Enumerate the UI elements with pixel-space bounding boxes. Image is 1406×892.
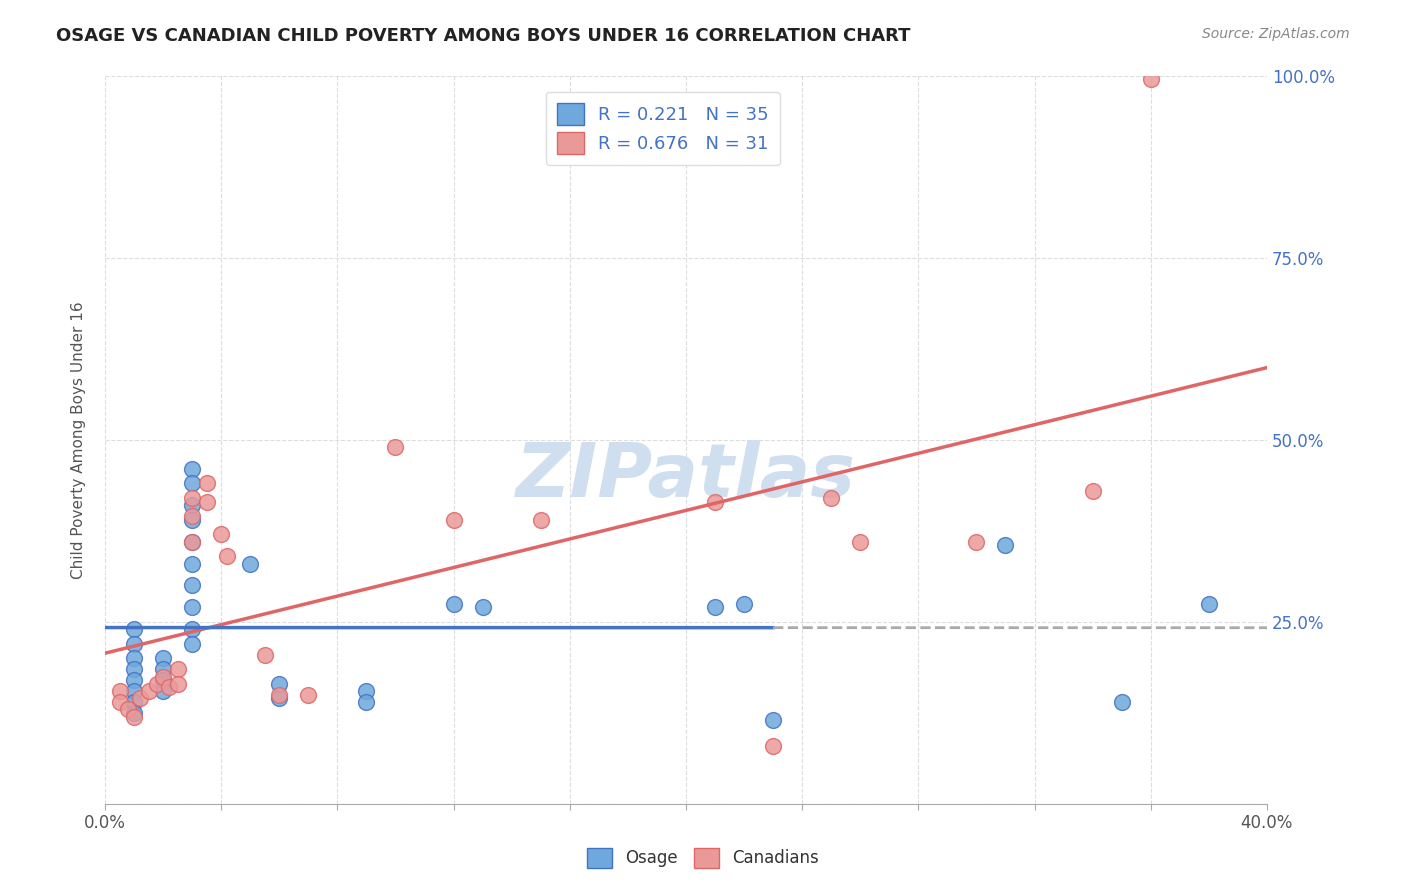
Text: ZIPatlas: ZIPatlas <box>516 440 856 513</box>
Point <box>181 557 204 571</box>
Point <box>195 476 218 491</box>
Point <box>471 600 494 615</box>
Point <box>122 709 145 723</box>
Point <box>128 691 150 706</box>
Point <box>239 557 262 571</box>
Point <box>152 669 174 683</box>
Point <box>152 673 174 687</box>
Point <box>181 498 204 512</box>
Text: Source: ZipAtlas.com: Source: ZipAtlas.com <box>1202 27 1350 41</box>
Point <box>152 684 174 698</box>
Point <box>181 637 204 651</box>
Point <box>820 491 842 505</box>
Point <box>253 648 276 662</box>
Point <box>181 462 204 476</box>
Point <box>269 688 291 702</box>
Point <box>181 534 204 549</box>
Point <box>1198 597 1220 611</box>
Point <box>122 662 145 676</box>
Point <box>181 578 204 592</box>
Point <box>269 691 291 706</box>
Point <box>181 622 204 636</box>
Point <box>138 684 160 698</box>
Point <box>122 706 145 720</box>
Text: OSAGE VS CANADIAN CHILD POVERTY AMONG BOYS UNDER 16 CORRELATION CHART: OSAGE VS CANADIAN CHILD POVERTY AMONG BO… <box>56 27 911 45</box>
Point <box>704 600 727 615</box>
Point <box>108 695 131 709</box>
Point <box>181 509 204 524</box>
Point <box>152 651 174 665</box>
Point <box>733 597 755 611</box>
Point <box>181 476 204 491</box>
Point <box>195 494 218 508</box>
Point <box>1081 483 1104 498</box>
Point <box>181 600 204 615</box>
Point <box>1111 695 1133 709</box>
Point <box>181 491 204 505</box>
Legend: Osage, Canadians: Osage, Canadians <box>581 841 825 875</box>
Point <box>704 494 727 508</box>
Point <box>762 739 785 753</box>
Point <box>122 651 145 665</box>
Point <box>108 684 131 698</box>
Point <box>443 513 465 527</box>
Point <box>762 713 785 727</box>
Point <box>384 440 406 454</box>
Point <box>530 513 553 527</box>
Point <box>443 597 465 611</box>
Point <box>965 534 987 549</box>
Legend: R = 0.221   N = 35, R = 0.676   N = 31: R = 0.221 N = 35, R = 0.676 N = 31 <box>546 92 779 165</box>
Point <box>146 677 169 691</box>
Point <box>122 684 145 698</box>
Point <box>122 622 145 636</box>
Point <box>152 662 174 676</box>
Point <box>994 538 1017 552</box>
Point <box>181 513 204 527</box>
Point <box>166 662 188 676</box>
Point <box>117 702 139 716</box>
Point <box>356 695 378 709</box>
Point <box>269 677 291 691</box>
Point <box>849 534 872 549</box>
Point <box>166 677 188 691</box>
Point <box>356 684 378 698</box>
Y-axis label: Child Poverty Among Boys Under 16: Child Poverty Among Boys Under 16 <box>72 301 86 579</box>
Point <box>122 637 145 651</box>
Point <box>1139 72 1161 87</box>
Point <box>297 688 319 702</box>
Point <box>157 681 180 695</box>
Point <box>215 549 238 564</box>
Point <box>122 673 145 687</box>
Point <box>209 527 232 541</box>
Point <box>122 695 145 709</box>
Point <box>181 534 204 549</box>
